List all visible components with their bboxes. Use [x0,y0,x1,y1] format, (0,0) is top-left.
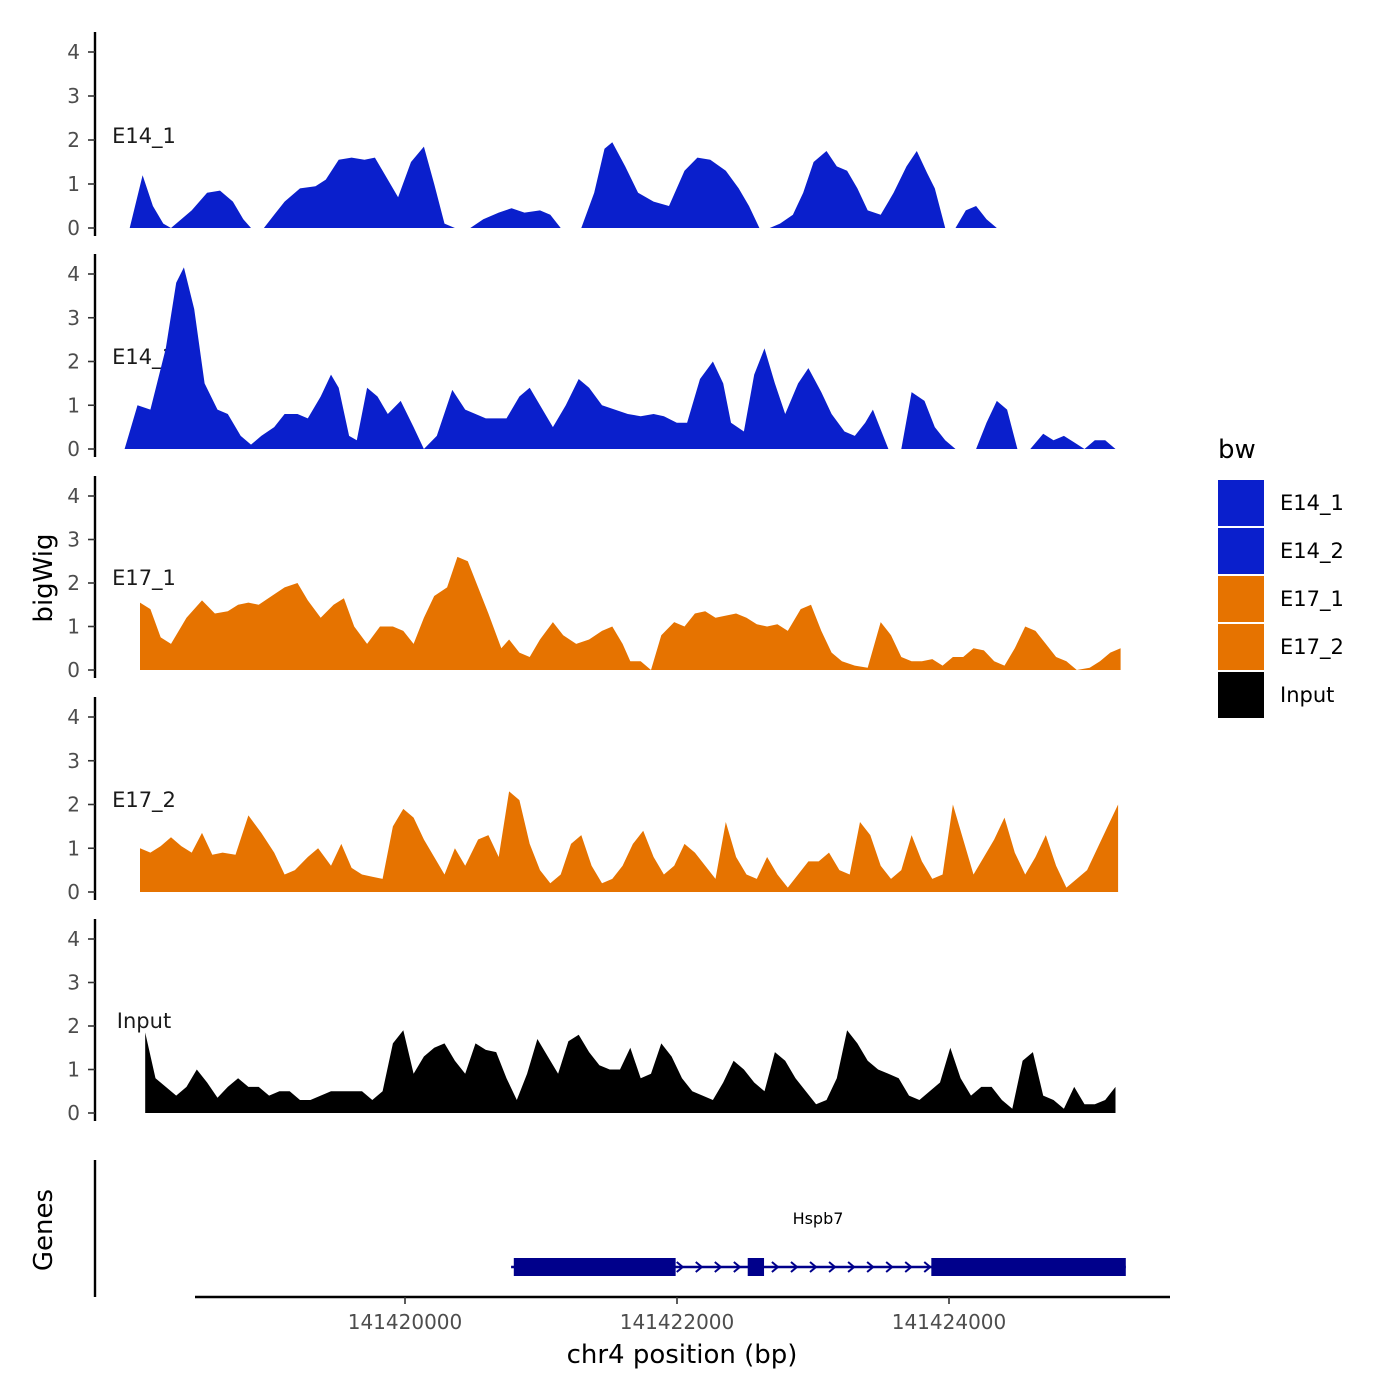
legend-label: E14_1 [1280,491,1344,516]
area-E14_2 [124,267,1116,449]
x-axis-title: chr4 position (bp) [567,1340,798,1370]
gene-label: Hspb7 [793,1209,844,1228]
y-tick-label: 2 [67,1014,80,1038]
legend-swatch [1218,576,1264,622]
area-E17_2 [140,791,1119,892]
strand-arrow [714,1261,723,1273]
legend-swatch [1218,528,1264,574]
gene-exon [513,1258,676,1276]
y-tick-label: 4 [67,262,80,286]
y-tick-label: 3 [67,749,80,773]
y-tick-label: 3 [67,84,80,108]
y-tick-label: 4 [67,927,80,951]
track-E14_1: 0 1 2 3 4 E14_1 [67,32,1121,240]
legend-swatch [1218,480,1264,526]
genes-track: Genes Hspb7 [29,1160,1126,1297]
x-tick-label: 141424000 [892,1310,1007,1334]
y-tick-label: 0 [67,1101,80,1125]
strand-arrow [809,1261,818,1273]
gene-exon [931,1258,1126,1276]
legend-swatch [1218,672,1264,718]
track-Input: 0 1 2 3 4 Input [67,919,1116,1125]
y-tick-label: 1 [67,615,80,639]
strand-arrow [828,1261,837,1273]
track-label: E17_2 [112,788,176,813]
legend-label: Input [1280,683,1334,707]
track-label: E14_1 [112,124,176,149]
legend-swatch [1218,624,1264,670]
strand-arrow [790,1261,799,1273]
legend-title: bw [1218,435,1256,465]
x-tick-label: 141420000 [348,1310,463,1334]
strand-arrow [771,1261,780,1273]
strand-arrow [885,1261,894,1273]
track-E17_1: 0 1 2 3 4 E17_1 [67,476,1121,682]
strand-arrow [676,1261,685,1273]
strand-arrow [904,1261,913,1273]
y-tick-label: 1 [67,172,80,196]
area-E17_1 [140,556,1121,670]
y-tick-label: 3 [67,971,80,995]
strand-arrow [847,1261,856,1273]
legend-label: E17_2 [1280,635,1344,660]
y-tick-label: 2 [67,793,80,817]
gene-exon [747,1258,765,1276]
legend: bw E14_1 E14_2 E17_1 E17_2 Input [1218,435,1344,718]
y-tick-label: 2 [67,128,80,152]
legend-label: E17_1 [1280,587,1344,612]
y-tick-label: 2 [67,571,80,595]
y-tick-label: 2 [67,350,80,374]
strand-arrow [923,1261,932,1273]
area-E14_1 [129,142,1121,228]
strand-arrow [866,1261,875,1273]
strand-arrow [695,1261,704,1273]
track-E17_2: 0 1 2 3 4 E17_2 [67,697,1119,904]
y-tick-label: 4 [67,705,80,729]
y-axis-title: bigWig [29,533,59,622]
y-tick-label: 3 [67,528,80,552]
genes-axis-title: Genes [29,1189,59,1271]
x-tick-label: 141422000 [620,1310,735,1334]
y-tick-label: 3 [67,306,80,330]
y-tick-label: 4 [67,40,80,64]
y-tick-label: 0 [67,216,80,240]
y-tick-label: 1 [67,836,80,860]
track-label: Input [117,1009,171,1033]
y-tick-label: 0 [67,880,80,904]
area-Input [145,1030,1116,1113]
y-tick-label: 1 [67,1058,80,1082]
y-tick-label: 0 [67,658,80,682]
x-axis: 141420000 141422000 141424000 chr4 position… [195,1295,1170,1370]
y-tick-label: 1 [67,393,80,417]
legend-label: E14_2 [1280,539,1344,564]
y-tick-label: 4 [67,484,80,508]
y-tick-label: 0 [67,437,80,461]
track-label: E17_1 [112,566,176,591]
strand-arrow [733,1261,742,1273]
